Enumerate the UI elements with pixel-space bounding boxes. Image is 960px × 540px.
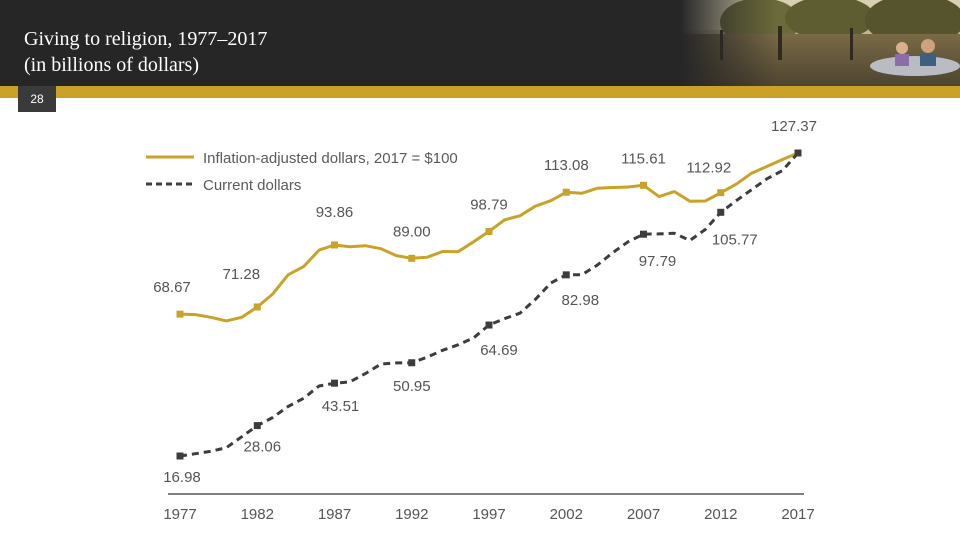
x-tick-label: 1982 bbox=[241, 506, 274, 523]
inflation-marker bbox=[717, 189, 724, 196]
x-tick-label: 1987 bbox=[318, 506, 351, 523]
inflation-marker bbox=[640, 182, 647, 189]
page-title: Giving to religion, 1977–2017 (in billio… bbox=[24, 26, 267, 78]
current-data-label: 64.69 bbox=[480, 342, 518, 359]
current-marker bbox=[177, 453, 184, 460]
current-data-label: 82.98 bbox=[562, 292, 600, 309]
inflation-marker bbox=[408, 255, 415, 262]
header-photo bbox=[680, 0, 960, 86]
current-marker bbox=[486, 322, 493, 329]
current-marker bbox=[563, 271, 570, 278]
title-line-1: Giving to religion, 1977–2017 bbox=[24, 26, 267, 52]
data-labels: 68.67 71.28 93.86 89.00 98.79 113.08 115.61 112… bbox=[153, 118, 817, 486]
title-line-2: (in billions of dollars) bbox=[24, 52, 267, 78]
inflation-marker bbox=[486, 228, 493, 235]
inflation-data-label: 112.92 bbox=[686, 160, 731, 177]
inflation-data-label: 71.28 bbox=[223, 266, 261, 283]
current-marker bbox=[408, 359, 415, 366]
x-tick-label: 2012 bbox=[704, 506, 737, 523]
inflation-data-label: 89.00 bbox=[393, 223, 431, 240]
current-data-label: 97.79 bbox=[639, 253, 677, 270]
current-marker bbox=[331, 380, 338, 387]
legend-label-inflation: Inflation-adjusted dollars, 2017 = $100 bbox=[203, 150, 458, 167]
inflation-marker bbox=[563, 189, 570, 196]
inflation-data-label: 98.79 bbox=[470, 196, 508, 213]
inflation-marker bbox=[254, 303, 261, 310]
current-data-label: 28.06 bbox=[244, 439, 282, 456]
header-bar: Giving to religion, 1977–2017 (in billio… bbox=[0, 0, 960, 86]
gold-divider bbox=[0, 86, 960, 98]
legend-label-current: Current dollars bbox=[203, 177, 301, 194]
inflation-data-label: 115.61 bbox=[621, 150, 666, 167]
current-data-label: 50.95 bbox=[393, 378, 431, 395]
current-data-label: 43.51 bbox=[322, 398, 360, 415]
chart-legend: Inflation-adjusted dollars, 2017 = $100 … bbox=[146, 150, 458, 194]
current-marker bbox=[254, 422, 261, 429]
x-tick-label: 2017 bbox=[781, 506, 814, 523]
current-data-label: 105.77 bbox=[712, 231, 758, 248]
x-tick-label: 2002 bbox=[550, 506, 583, 523]
inflation-data-label: 93.86 bbox=[316, 204, 354, 221]
inflation-data-label: 113.08 bbox=[544, 157, 589, 174]
current-marker bbox=[717, 209, 724, 216]
x-tick-label: 2007 bbox=[627, 506, 660, 523]
current-data-label: 16.98 bbox=[163, 469, 201, 486]
line-chart: Inflation-adjusted dollars, 2017 = $100 … bbox=[0, 100, 960, 540]
x-tick-labels: 1977 1982 1987 1992 1997 2002 2007 2012 2017 bbox=[163, 506, 814, 523]
x-tick-label: 1992 bbox=[395, 506, 428, 523]
current-marker bbox=[640, 231, 647, 238]
x-tick-label: 1977 bbox=[163, 506, 196, 523]
inflation-data-label: 68.67 bbox=[153, 279, 191, 296]
inflation-data-label: 127.37 bbox=[771, 118, 817, 135]
current-marker bbox=[795, 150, 802, 157]
inflation-marker bbox=[331, 241, 338, 248]
x-tick-label: 1997 bbox=[472, 506, 505, 523]
inflation-marker bbox=[177, 311, 184, 318]
